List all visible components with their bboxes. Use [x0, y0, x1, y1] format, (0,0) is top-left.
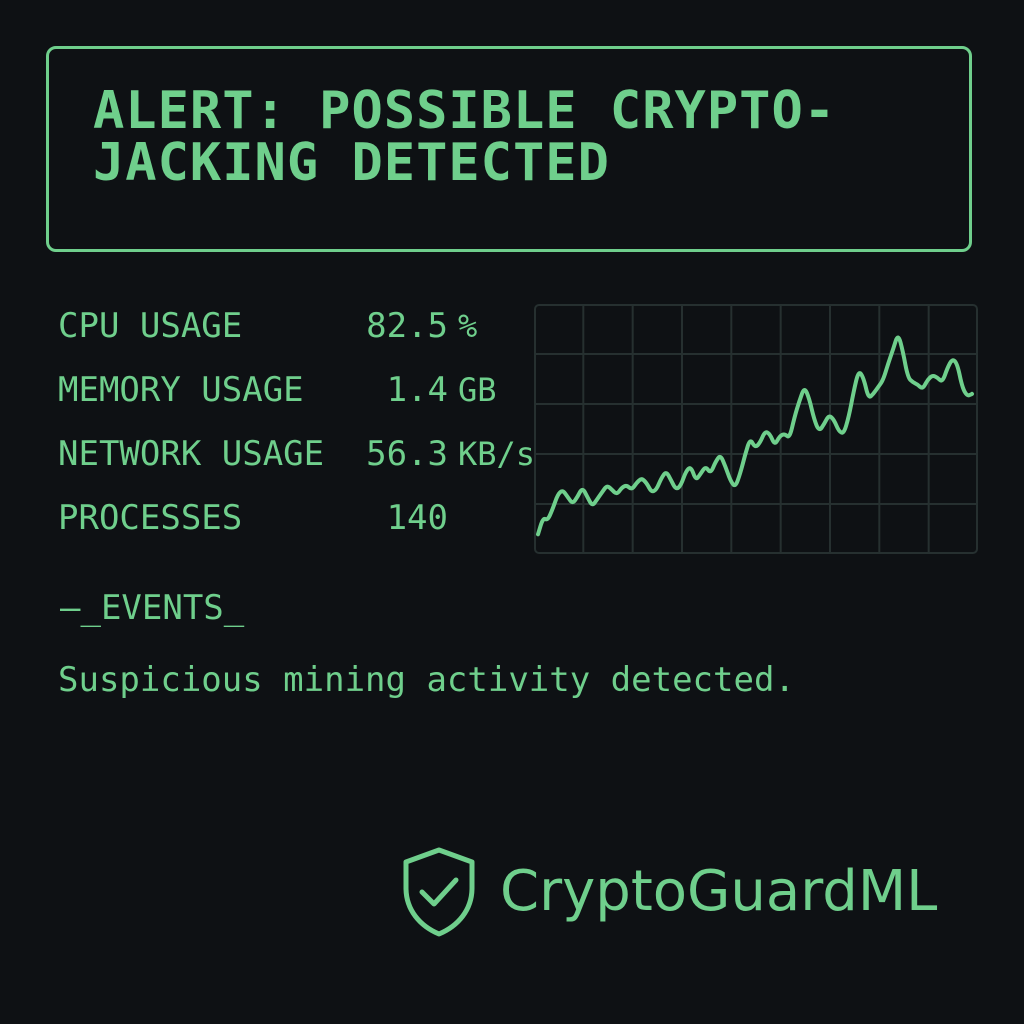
chart-grid: [536, 306, 976, 552]
metric-row-cpu: CPU USAGE 82.5%: [58, 306, 477, 346]
metric-label: PROCESSES: [58, 498, 243, 538]
metric-label: MEMORY USAGE: [58, 370, 304, 410]
brand-logo: CryptoGuardML: [400, 846, 937, 938]
metric-label: NETWORK USAGE: [58, 434, 325, 474]
metric-unit: %: [458, 307, 478, 345]
metric-value: 82.5: [366, 306, 448, 346]
metric-value: 56.3: [366, 434, 448, 474]
chart-series-line-0: [536, 335, 974, 537]
metric-unit: GB: [458, 371, 497, 409]
metric-row-processes: PROCESSES 140: [58, 498, 458, 538]
shield-check-icon: [403, 847, 475, 937]
alert-banner: ALERT: POSSIBLE CRYPTO-JACKING DETECTED: [46, 46, 972, 252]
metric-row-memory: MEMORY USAGE 1.4 GB: [58, 370, 497, 410]
events-header: —_EVENTS_: [60, 588, 245, 628]
metric-value: 1.4: [386, 370, 448, 410]
metric-row-network: NETWORK USAGE 56.3 KB/s: [58, 434, 535, 474]
metric-value: 140: [386, 498, 448, 538]
event-message: Suspicious mining activity detected.: [58, 660, 795, 700]
chart-series: [536, 335, 974, 537]
brand-name: CryptoGuardML: [500, 859, 938, 924]
chart-frame: [534, 304, 978, 554]
usage-line-chart: [534, 304, 978, 554]
metric-unit: KB/s: [458, 435, 536, 473]
alert-title: ALERT: POSSIBLE CRYPTO-JACKING DETECTED: [93, 81, 837, 193]
metric-label: CPU USAGE: [58, 306, 243, 346]
